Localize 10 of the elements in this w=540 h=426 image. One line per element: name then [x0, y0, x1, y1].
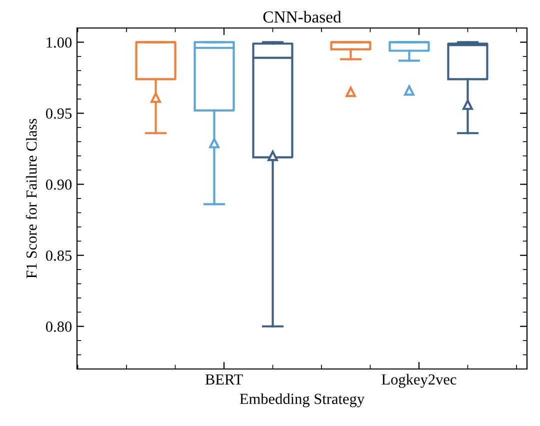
- y-tick-label: 0.80: [46, 322, 72, 332]
- x-tick-label: BERT: [205, 374, 243, 385]
- x-tick-label: Logkey2vec: [382, 374, 456, 388]
- y-tick-label: 0.85: [46, 250, 72, 261]
- x-axis-title: Embedding Strategy: [240, 393, 365, 408]
- y-tick-label: 1.00: [46, 37, 72, 48]
- y-axis-title: F1 Score for Failure Class: [26, 118, 37, 278]
- y-tick-label: 0.95: [46, 108, 72, 119]
- y-tick-label: 0.90: [46, 179, 72, 190]
- chart-title: CNN-based: [263, 10, 342, 23]
